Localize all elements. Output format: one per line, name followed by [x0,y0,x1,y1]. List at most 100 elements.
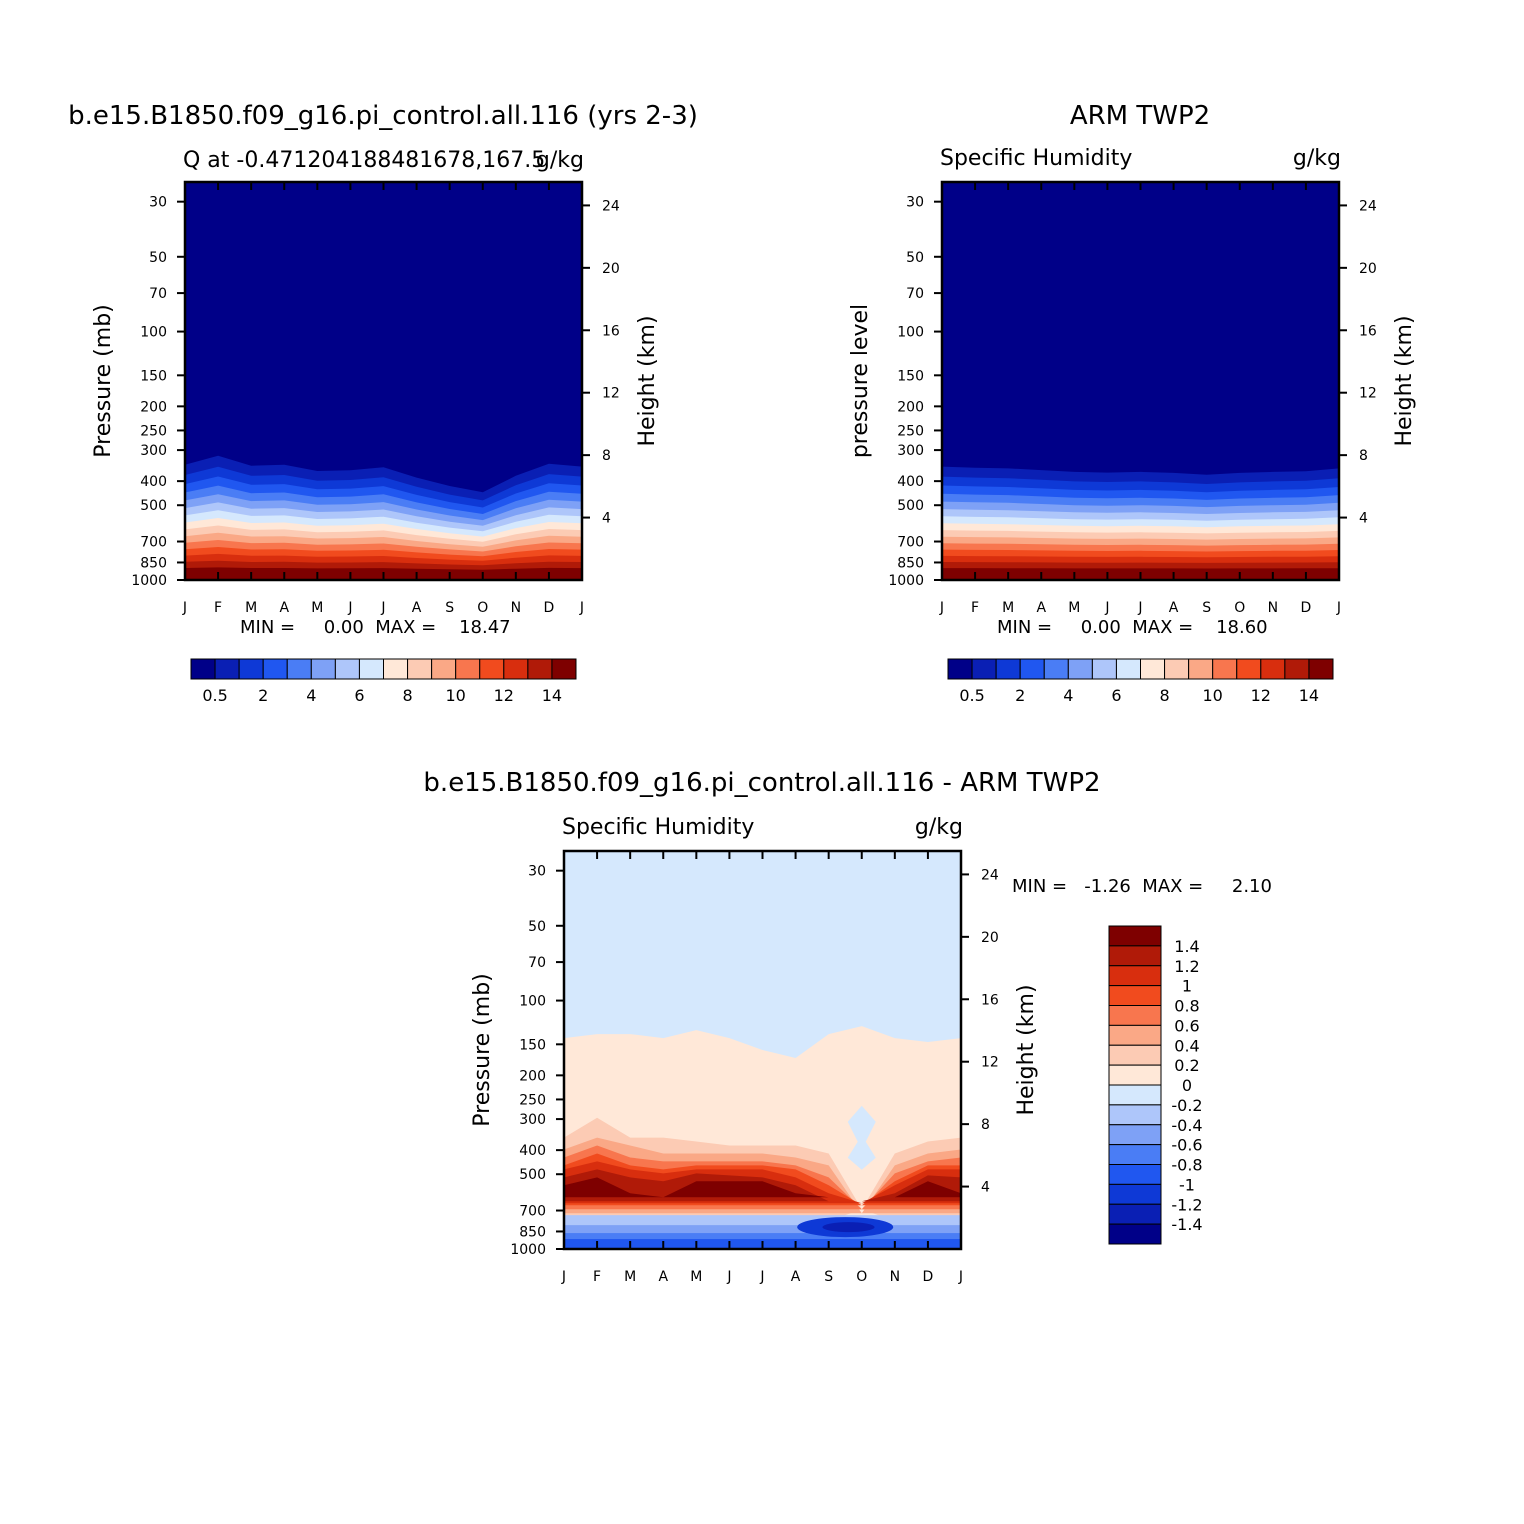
x-tick-label: M [690,1269,702,1285]
h-tick-label: 4 [602,511,611,527]
colorbar-swatch [1108,1183,1162,1205]
panel-diff-contours [564,851,961,1249]
panel-model-left-label: Q at -0.471204188481678,167.5 [183,148,545,173]
colorbar-swatch [971,658,997,680]
colorbar-label: -0.4 [1171,1116,1202,1135]
colorbar-swatch [1188,658,1214,680]
x-tick-label: J [579,600,584,616]
p-tick-label: 300 [140,443,167,459]
colorbar-swatch [334,658,360,680]
h-tick-label: 24 [1359,198,1377,214]
x-tick-label: S [824,1269,833,1285]
colorbar-swatch [1140,658,1166,680]
x-tick-label: F [214,600,222,616]
x-tick-label: N [1268,600,1278,616]
colorbar-swatch [190,658,216,680]
colorbar-swatch [238,658,264,680]
colorbar-label: -0.6 [1171,1136,1202,1155]
p-tick-label: 500 [519,1167,546,1183]
colorbar-label: 0.5 [202,686,227,705]
colorbar-swatch [1236,658,1262,680]
colorbar-swatch [1108,1144,1162,1165]
colorbar-label: 1 [1182,977,1192,996]
colorbar-label: -1 [1179,1175,1195,1194]
x-tick-label: S [1202,600,1211,616]
panel-model-ticks: J F M A M J J A S O N D J 30 50 70 100 150 200 250 300 400 500… [131,182,620,616]
colorbar-swatch [479,658,505,680]
h-tick-label: 8 [981,1117,990,1133]
colorbar-swatch [1043,658,1069,680]
colorbar-label: 6 [1111,686,1121,705]
colorbar-label: 0.2 [1174,1056,1199,1075]
colorbar-swatch [383,658,409,680]
panel-model-contours [185,182,582,580]
colorbar-swatch [1108,1064,1162,1086]
p-tick-label: 70 [149,286,167,302]
panel-model: b.e15.B1850.f09_g16.pi_control.all.116 (… [68,101,698,705]
p-tick-label: 700 [140,535,167,551]
x-tick-label: A [412,600,422,616]
colorbar-label: 4 [306,686,316,705]
colorbar-label: 8 [1159,686,1169,705]
colorbar-label: 10 [1203,686,1223,705]
x-tick-label: N [511,600,521,616]
colorbar-label: 2 [1015,686,1025,705]
x-tick-label: J [347,600,352,616]
h-tick-label: 12 [1359,386,1377,402]
colorbar-label: 0.5 [959,686,984,705]
colorbar-label: 1.4 [1174,937,1199,956]
colorbar-swatch [1108,1104,1162,1126]
x-tick-label: A [658,1269,668,1285]
colorbar-label: 0 [1182,1076,1192,1095]
colorbar-swatch [551,658,577,680]
panel-obs-title: ARM TWP2 [1070,101,1210,131]
h-tick-label: 8 [1359,448,1368,464]
colorbar-swatch [1091,658,1117,680]
p-tick-label: 250 [897,423,924,439]
panel-obs-stats: MIN = 0.00 MAX = 18.60 [997,617,1268,638]
colorbar-label: -1.2 [1171,1195,1202,1214]
colorbar-swatch [1108,1024,1162,1046]
colorbar-swatch [1108,1223,1162,1245]
x-tick-label: M [624,1269,636,1285]
h-tick-label: 20 [602,261,620,277]
p-tick-label: 200 [140,399,167,415]
panel-obs-colorbar: 0.5 2 4 6 8 10 12 14 [947,658,1334,705]
colorbar-swatch [1115,658,1141,680]
x-tick-label: F [593,1269,601,1285]
p-tick-label: 850 [140,555,167,571]
p-tick-label: 200 [897,399,924,415]
panel-diff-colorbar: 1.41.210.80.60.40.20-0.2-0.4-0.6-0.8-1-1… [1108,925,1203,1245]
x-tick-label: S [445,600,454,616]
p-tick-label: 850 [897,555,924,571]
colorbar-swatch [1284,658,1310,680]
colorbar-swatch [1108,1203,1162,1225]
h-tick-label: 24 [981,867,999,883]
panel-diff-ticks: J F M A M J J A S O N D J 30 50 70 100 150 200 250 300 400 500… [510,851,999,1285]
colorbar-swatch [1019,658,1045,680]
x-tick-label: A [279,600,289,616]
x-tick-label: O [856,1269,867,1285]
colorbar-label: -1.4 [1171,1215,1202,1234]
colorbar-label: 0.6 [1174,1016,1199,1035]
colorbar-swatch [947,658,973,680]
x-tick-label: M [1002,600,1014,616]
h-tick-label: 16 [981,992,999,1008]
contour-band [847,1105,876,1170]
panel-model-ylabel: Pressure (mb) [91,304,116,458]
p-tick-label: 150 [897,368,924,384]
x-tick-label: J [1104,600,1109,616]
p-tick-label: 250 [519,1092,546,1108]
p-tick-label: 300 [897,443,924,459]
colorbar-label: 12 [494,686,514,705]
panel-model-stats: MIN = 0.00 MAX = 18.47 [240,617,511,638]
p-tick-label: 500 [140,498,167,514]
h-tick-label: 12 [981,1055,999,1071]
contour-band [564,1177,961,1198]
x-tick-label: A [791,1269,801,1285]
p-tick-label: 70 [906,286,924,302]
colorbar-swatch [1108,985,1162,1006]
p-tick-label: 30 [528,864,546,880]
panel-diff-ylabel-right: Height (km) [1014,984,1039,1115]
panel-obs-contours [942,182,1339,580]
